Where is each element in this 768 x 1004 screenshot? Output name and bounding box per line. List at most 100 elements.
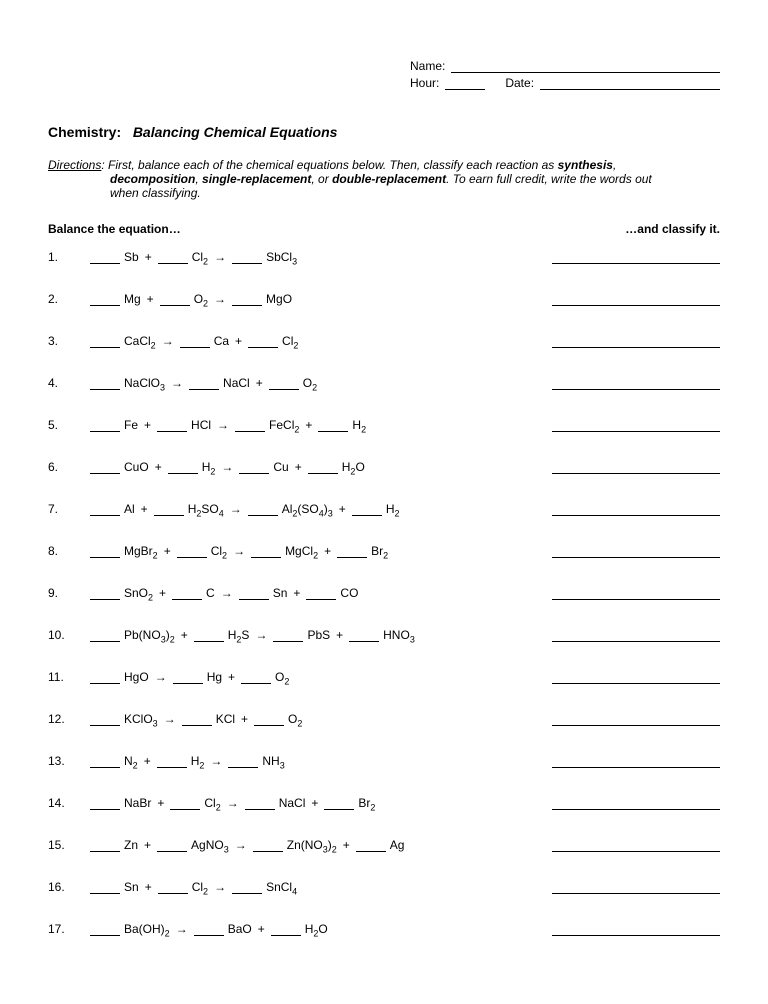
equation: CuO+H2→Cu+H2O (88, 460, 540, 474)
coefficient-blank[interactable] (90, 292, 120, 306)
coefficient-blank[interactable] (158, 250, 188, 264)
coefficient-blank[interactable] (172, 586, 202, 600)
chemical-term: Cl2 (190, 250, 210, 264)
chemical-term: NaClO3 (122, 376, 167, 390)
date-input-line[interactable] (540, 75, 720, 90)
coefficient-blank[interactable] (90, 376, 120, 390)
coefficient-blank[interactable] (168, 460, 198, 474)
classification-blank[interactable] (552, 460, 720, 474)
coefficient-blank[interactable] (157, 418, 187, 432)
coefficient-blank[interactable] (154, 502, 184, 516)
plus-sign: + (137, 502, 152, 516)
coefficient-blank[interactable] (232, 292, 262, 306)
coefficient-blank[interactable] (251, 544, 281, 558)
coefficient-blank[interactable] (269, 376, 299, 390)
plus-sign: + (153, 796, 168, 810)
coefficient-blank[interactable] (254, 712, 284, 726)
classification-blank[interactable] (552, 796, 720, 810)
coefficient-blank[interactable] (228, 754, 258, 768)
coefficient-blank[interactable] (90, 250, 120, 264)
classification-blank[interactable] (552, 334, 720, 348)
coefficient-blank[interactable] (158, 880, 188, 894)
arrow-icon: → (229, 544, 249, 558)
coefficient-blank[interactable] (189, 376, 219, 390)
coefficient-blank[interactable] (306, 586, 336, 600)
coefficient-blank[interactable] (235, 418, 265, 432)
coefficient-blank[interactable] (273, 628, 303, 642)
hour-input-line[interactable] (445, 75, 485, 90)
coefficient-blank[interactable] (248, 334, 278, 348)
plus-sign: + (140, 838, 155, 852)
plus-sign: + (335, 502, 350, 516)
coefficient-blank[interactable] (232, 250, 262, 264)
coefficient-blank[interactable] (232, 880, 262, 894)
coefficient-blank[interactable] (352, 502, 382, 516)
classification-blank[interactable] (552, 670, 720, 684)
coefficient-blank[interactable] (245, 796, 275, 810)
coefficient-blank[interactable] (173, 670, 203, 684)
classification-blank[interactable] (552, 880, 720, 894)
coefficient-blank[interactable] (349, 628, 379, 642)
coefficient-blank[interactable] (248, 502, 278, 516)
coefficient-blank[interactable] (253, 838, 283, 852)
coefficient-blank[interactable] (194, 628, 224, 642)
chemical-term: Ba(OH)2 (122, 922, 172, 936)
classification-blank[interactable] (552, 586, 720, 600)
coefficient-blank[interactable] (90, 796, 120, 810)
coefficient-blank[interactable] (239, 586, 269, 600)
coefficient-blank[interactable] (194, 922, 224, 936)
coefficient-blank[interactable] (90, 334, 120, 348)
coefficient-blank[interactable] (90, 754, 120, 768)
coefficient-blank[interactable] (90, 502, 120, 516)
coefficient-blank[interactable] (337, 544, 367, 558)
coefficient-blank[interactable] (356, 838, 386, 852)
coefficient-blank[interactable] (90, 418, 120, 432)
coefficient-blank[interactable] (271, 922, 301, 936)
classification-blank[interactable] (552, 922, 720, 936)
coefficient-blank[interactable] (90, 922, 120, 936)
problem-number: 3. (48, 334, 88, 348)
coefficient-blank[interactable] (90, 670, 120, 684)
classification-blank[interactable] (552, 544, 720, 558)
classification-blank[interactable] (552, 376, 720, 390)
coefficient-blank[interactable] (90, 544, 120, 558)
classification-blank[interactable] (552, 250, 720, 264)
chemical-term: Al (122, 502, 137, 516)
coefficient-blank[interactable] (324, 796, 354, 810)
coefficient-blank[interactable] (182, 712, 212, 726)
coefficient-blank[interactable] (318, 418, 348, 432)
classification-blank[interactable] (552, 418, 720, 432)
plus-sign: + (307, 796, 322, 810)
equation: HgO→Hg+O2 (88, 670, 540, 684)
problem-row: 16.Sn+Cl2→SnCl4 (48, 880, 720, 894)
coefficient-blank[interactable] (160, 292, 190, 306)
date-label: Date: (485, 76, 540, 90)
classification-blank[interactable] (552, 292, 720, 306)
coefficient-blank[interactable] (157, 754, 187, 768)
plus-sign: + (141, 880, 156, 894)
classification-blank[interactable] (552, 754, 720, 768)
problem-row: 11.HgO→Hg+O2 (48, 670, 720, 684)
coefficient-blank[interactable] (90, 460, 120, 474)
coefficient-blank[interactable] (239, 460, 269, 474)
balance-header: Balance the equation… (48, 222, 181, 236)
coefficient-blank[interactable] (170, 796, 200, 810)
coefficient-blank[interactable] (90, 838, 120, 852)
coefficient-blank[interactable] (157, 838, 187, 852)
coefficient-blank[interactable] (90, 628, 120, 642)
chemical-term: Sn (271, 586, 290, 600)
chemical-term: Br2 (356, 796, 377, 810)
coefficient-blank[interactable] (241, 670, 271, 684)
coefficient-blank[interactable] (177, 544, 207, 558)
coefficient-blank[interactable] (180, 334, 210, 348)
coefficient-blank[interactable] (308, 460, 338, 474)
coefficient-blank[interactable] (90, 586, 120, 600)
classification-blank[interactable] (552, 712, 720, 726)
coefficient-blank[interactable] (90, 712, 120, 726)
coefficient-blank[interactable] (90, 880, 120, 894)
classification-blank[interactable] (552, 628, 720, 642)
name-input-line[interactable] (451, 58, 720, 73)
chemical-term: NaBr (122, 796, 153, 810)
classification-blank[interactable] (552, 838, 720, 852)
classification-blank[interactable] (552, 502, 720, 516)
